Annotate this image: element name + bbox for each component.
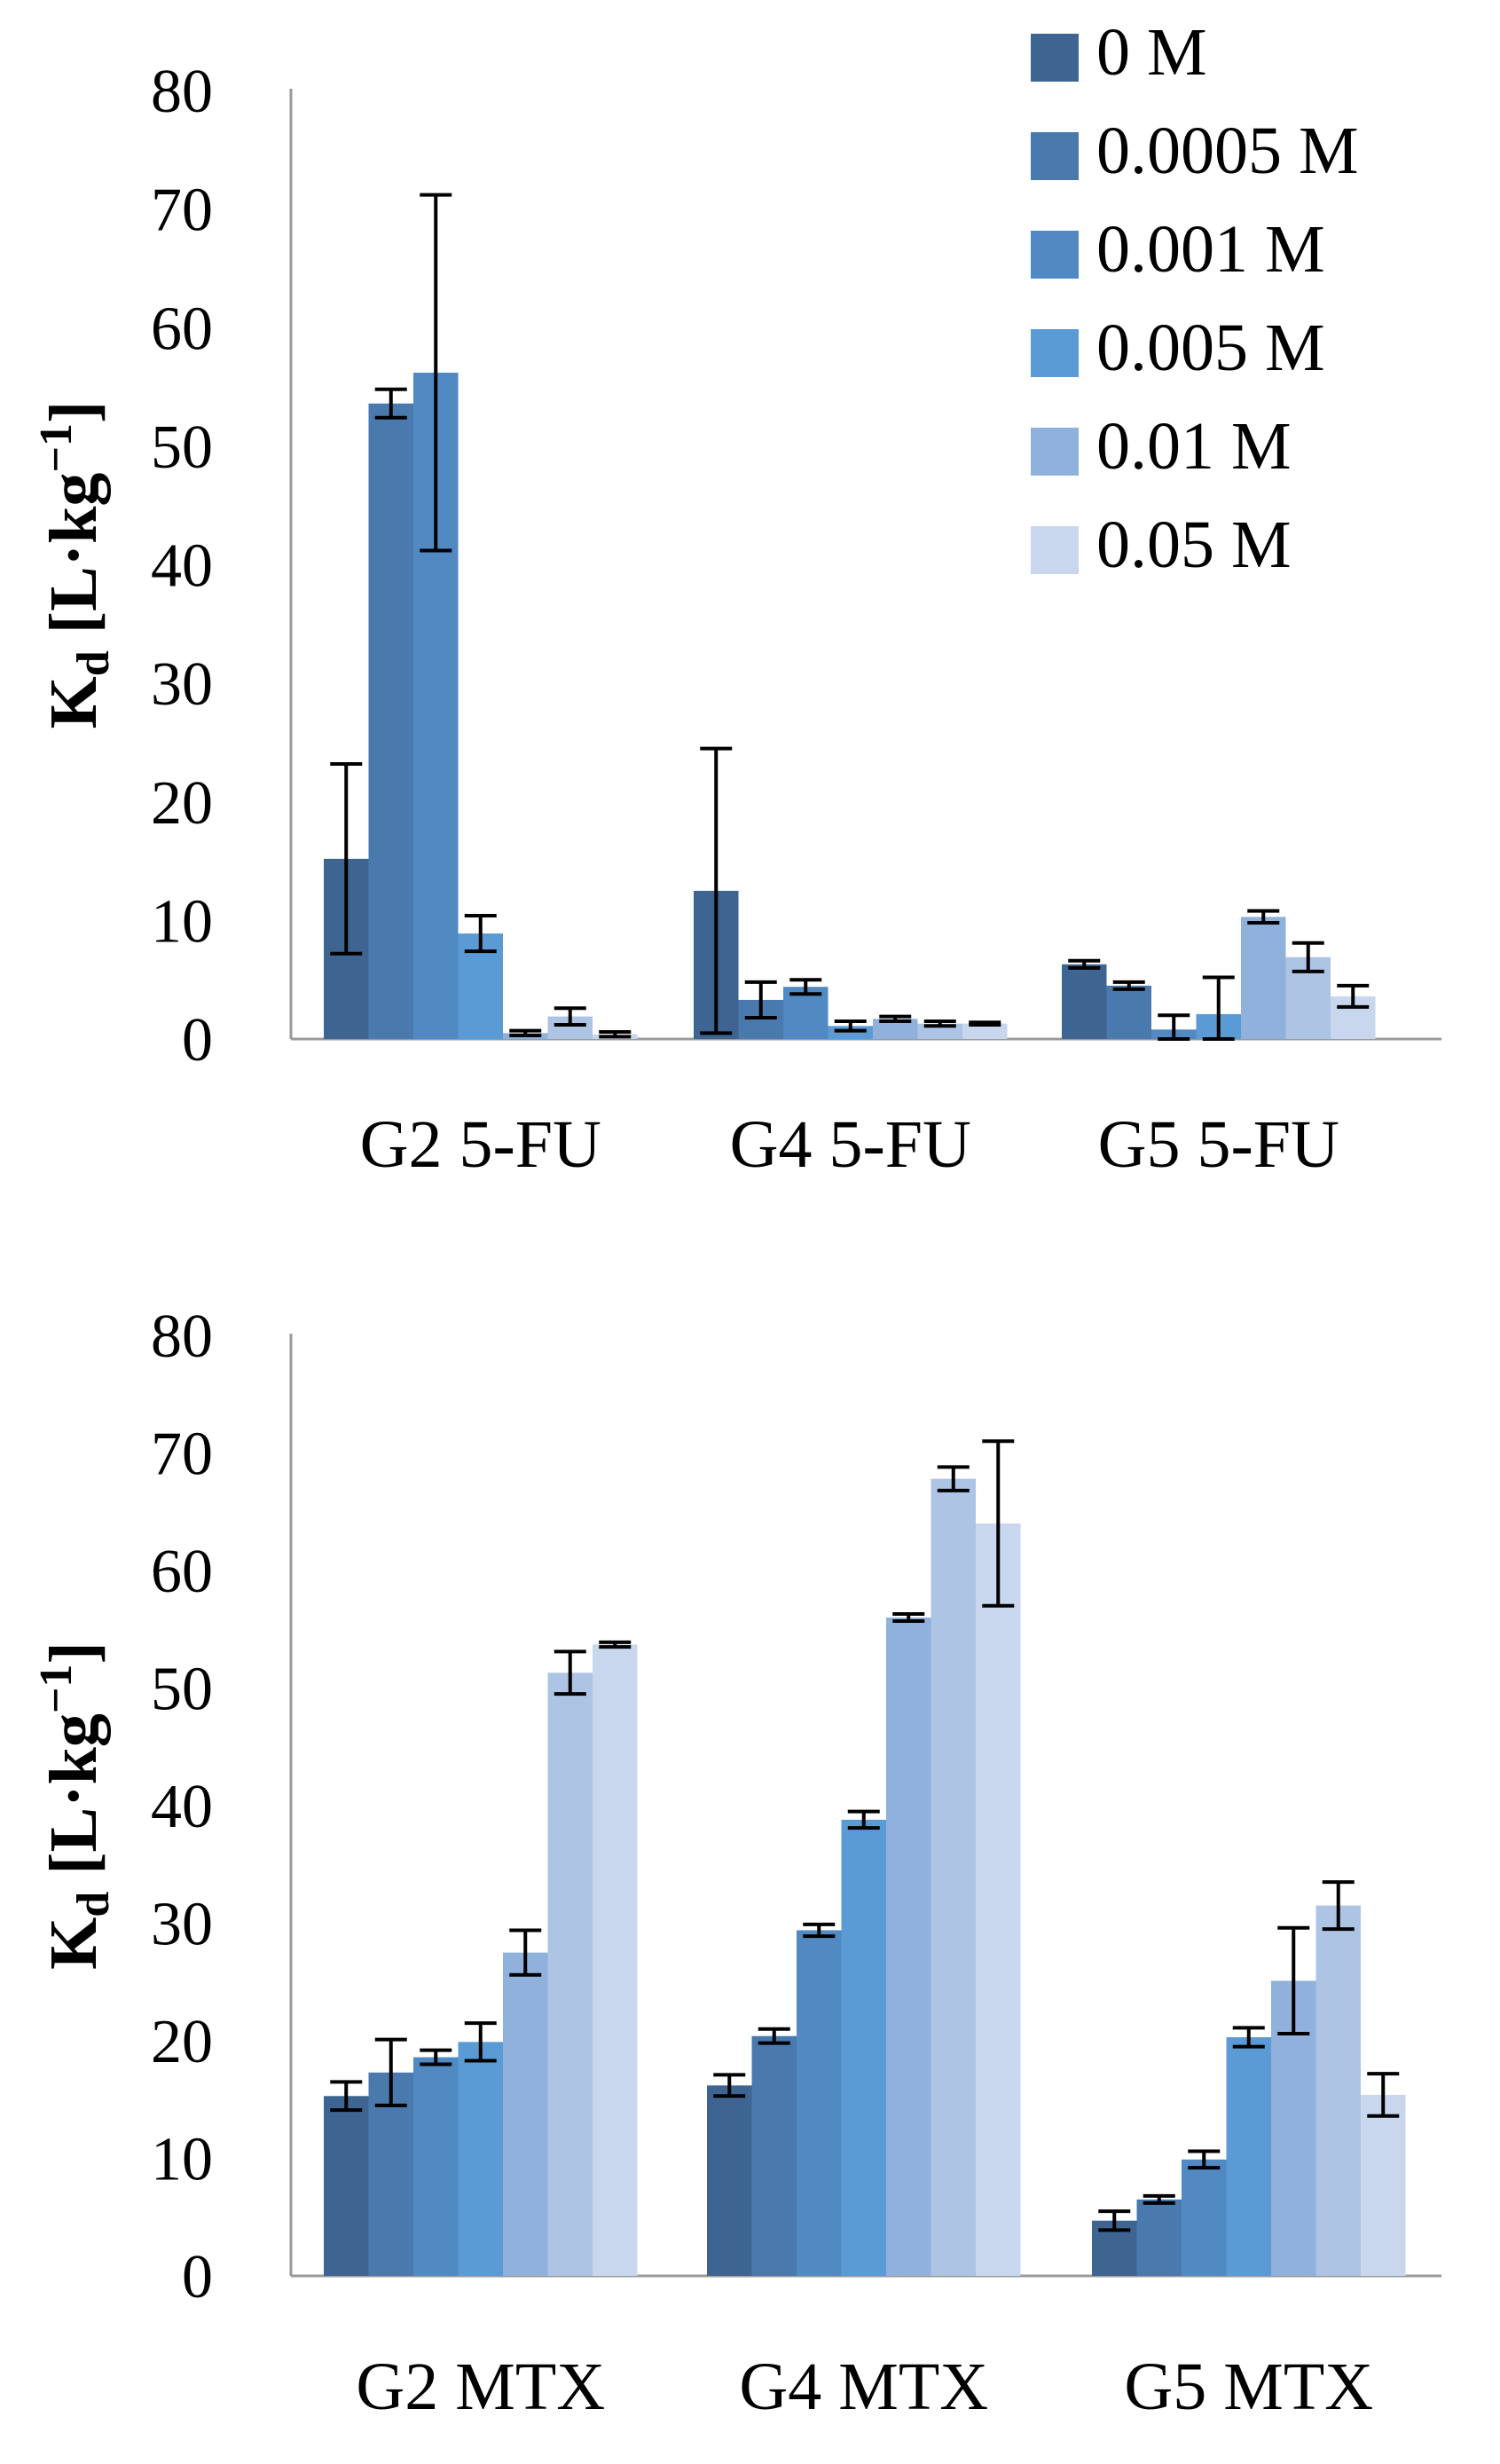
bar-g4-5-fu-series-7 [962, 1023, 1008, 1039]
bar-g4-mtx-0-001-m [797, 1930, 842, 2276]
category-label: G2 5-FU [360, 1107, 601, 1182]
y-tick-label: 60 [151, 295, 213, 363]
bar-g4-5-fu-0-01-m [873, 1019, 918, 1039]
y-tick-label: 70 [151, 177, 213, 245]
category-label: G4 5-FU [730, 1107, 971, 1182]
legend-swatch-0-05-m [1031, 526, 1079, 574]
bar-g2-mtx-0-005-m [458, 2042, 503, 2276]
legend-label-0-m: 0 M [1096, 15, 1207, 90]
category-label: G5 MTX [1124, 2350, 1373, 2424]
bar-g2-mtx-0-m [324, 2096, 369, 2276]
y-tick-label: 10 [151, 2126, 213, 2194]
legend-swatch-0-m [1031, 34, 1079, 82]
bar-g2-mtx-series-7 [593, 1644, 638, 2276]
bar-g4-mtx-0-01-m [886, 1618, 931, 2276]
bar-g5-mtx-0-0005-m [1136, 2199, 1182, 2276]
y-tick-label: 80 [151, 58, 213, 126]
y-tick-label: 0 [182, 1006, 213, 1075]
legend-swatch-0-01-m [1031, 428, 1079, 476]
legend: 0 M 0.0005 M 0.001 M 0.005 M 0.01 M 0.05 M [1031, 15, 1359, 582]
y-tick-label: 60 [151, 1538, 213, 1606]
y-tick-label: 30 [151, 1891, 213, 1959]
y-tick-label: 10 [151, 887, 213, 956]
chart-top-5fu: 0 10 20 30 40 50 60 70 80 Kd [L·kg−1] G2 5-FU G4 5-… [31, 58, 1441, 1182]
y-tick-label: 20 [151, 2008, 213, 2076]
bar-g5-mtx-series-7 [1361, 2094, 1406, 2276]
y-tick-label: 40 [151, 1773, 213, 1841]
y-tick-label: 40 [151, 532, 213, 601]
y-tick-label: 80 [151, 1303, 213, 1371]
bar-g4-mtx-series-7 [976, 1523, 1021, 2276]
legend-label-0-05-m: 0.05 M [1096, 508, 1292, 582]
category-label: G4 MTX [739, 2350, 988, 2424]
y-tick-label: 20 [151, 769, 213, 838]
bar-g5-5-fu-0-0005-m [1106, 985, 1151, 1039]
bar-g4-mtx-0-005-m [841, 1819, 886, 2276]
bar-g5-5-fu-0-01-m [1241, 917, 1286, 1039]
bar-g4-mtx-0-0005-m [751, 2035, 797, 2276]
y-tick-label: 30 [151, 650, 213, 719]
bar-g2-5-fu-0-0005-m [368, 403, 413, 1039]
bar-g2-mtx-0-01-m [503, 1952, 548, 2276]
category-label: G2 MTX [356, 2350, 605, 2424]
bar-g4-mtx-0-05-m [931, 1478, 976, 2276]
y-tick-label: 0 [182, 2243, 213, 2311]
bar-g5-mtx-0-05-m [1315, 1905, 1361, 2276]
legend-label-0-0005-m: 0.0005 M [1096, 114, 1359, 188]
bar-g5-5-fu-0-m [1062, 964, 1107, 1039]
bar-g5-mtx-0-001-m [1182, 2159, 1227, 2276]
legend-swatch-0-001-m [1031, 231, 1079, 279]
legend-label-0-005-m: 0.005 M [1096, 311, 1325, 385]
legend-label-0-001-m: 0.001 M [1096, 212, 1325, 287]
bar-g2-mtx-0-001-m [413, 2057, 459, 2276]
y-axis-label: Kd [L·kg−1] [31, 1641, 119, 1970]
bar-g5-mtx-0-005-m [1226, 2037, 1271, 2276]
bar-g4-mtx-0-m [707, 2085, 752, 2276]
y-tick-label: 50 [151, 1656, 213, 1724]
chart-bottom-mtx: 0 10 20 30 40 50 60 70 80 Kd [L·kg−1] G2 MTX G4 MTX… [31, 1303, 1441, 2424]
y-tick-label: 70 [151, 1421, 213, 1489]
y-axis-label: Kd [L·kg−1] [31, 401, 119, 729]
legend-swatch-0-005-m [1031, 329, 1079, 377]
legend-swatch-0-0005-m [1031, 132, 1079, 180]
y-tick-label: 50 [151, 413, 213, 482]
legend-label-0-01-m: 0.01 M [1096, 409, 1292, 484]
bar-g2-mtx-0-05-m [547, 1673, 593, 2276]
category-label: G5 5-FU [1098, 1107, 1339, 1182]
